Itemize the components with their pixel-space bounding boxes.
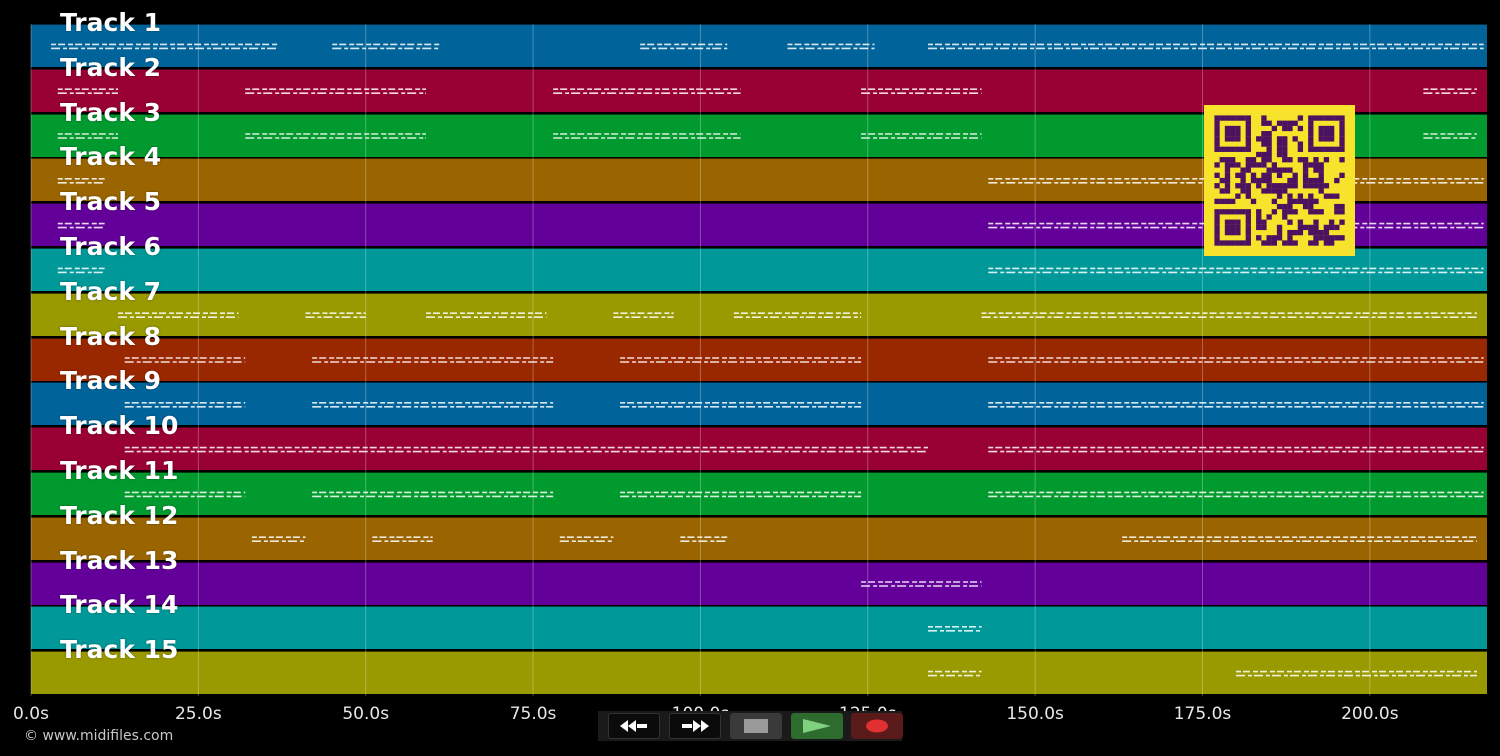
transport-controls	[598, 711, 903, 741]
track-lane	[31, 516, 1487, 560]
play-icon	[803, 719, 831, 733]
track-label: Track 4	[60, 142, 162, 172]
stop-button[interactable]	[730, 713, 782, 739]
record-icon	[866, 719, 888, 733]
fast-forward-button[interactable]	[669, 713, 721, 739]
track-label: Track 14	[60, 590, 179, 620]
track-label: Track 6	[60, 232, 162, 261]
track-lane	[31, 292, 1487, 336]
track-label: Track 8	[60, 321, 162, 351]
time-tick-label: 25.0s	[174, 704, 222, 724]
time-tick-label: 175.0s	[1173, 704, 1232, 724]
track-lanes: Track 1 Track 2 Track 3 Track 4 Track 5 Track…	[31, 8, 1487, 695]
track-lane	[31, 472, 1487, 515]
track-lane	[31, 337, 1487, 381]
record-button[interactable]	[851, 713, 903, 739]
rewind-button[interactable]	[608, 713, 660, 739]
track-label: Track 3	[60, 97, 162, 127]
track-label: Track 12	[60, 500, 179, 530]
track-lane	[31, 24, 1487, 67]
track-lane	[31, 427, 1487, 471]
track-label: Track 5	[60, 187, 162, 217]
track-label: Track 13	[60, 545, 179, 575]
time-tick-label: 50.0s	[342, 704, 390, 724]
track-label: Track 9	[60, 366, 162, 396]
track-lane	[31, 68, 1487, 112]
track-lane	[31, 651, 1487, 695]
time-tick-label: 0.0s	[13, 704, 49, 724]
copyright-text: © www.midifiles.com	[24, 728, 174, 744]
fast-forward-icon	[682, 720, 709, 732]
rewind-icon	[620, 720, 647, 732]
track-label: Track 15	[60, 635, 179, 665]
time-tick-label: 150.0s	[1006, 704, 1064, 724]
track-label: Track 1	[60, 8, 162, 37]
track-label: Track 10	[60, 411, 179, 441]
track-label: Track 7	[60, 276, 162, 306]
qr-code-icon	[1204, 105, 1355, 256]
stop-icon	[744, 719, 768, 733]
time-tick-label: 75.0s	[509, 704, 557, 724]
track-label: Track 2	[60, 52, 162, 82]
time-tick-label: 200.0s	[1341, 704, 1399, 724]
play-button[interactable]	[791, 713, 843, 739]
track-lane	[31, 382, 1487, 426]
track-lane	[31, 606, 1487, 650]
track-label: Track 11	[60, 456, 179, 485]
track-lane	[31, 561, 1487, 605]
